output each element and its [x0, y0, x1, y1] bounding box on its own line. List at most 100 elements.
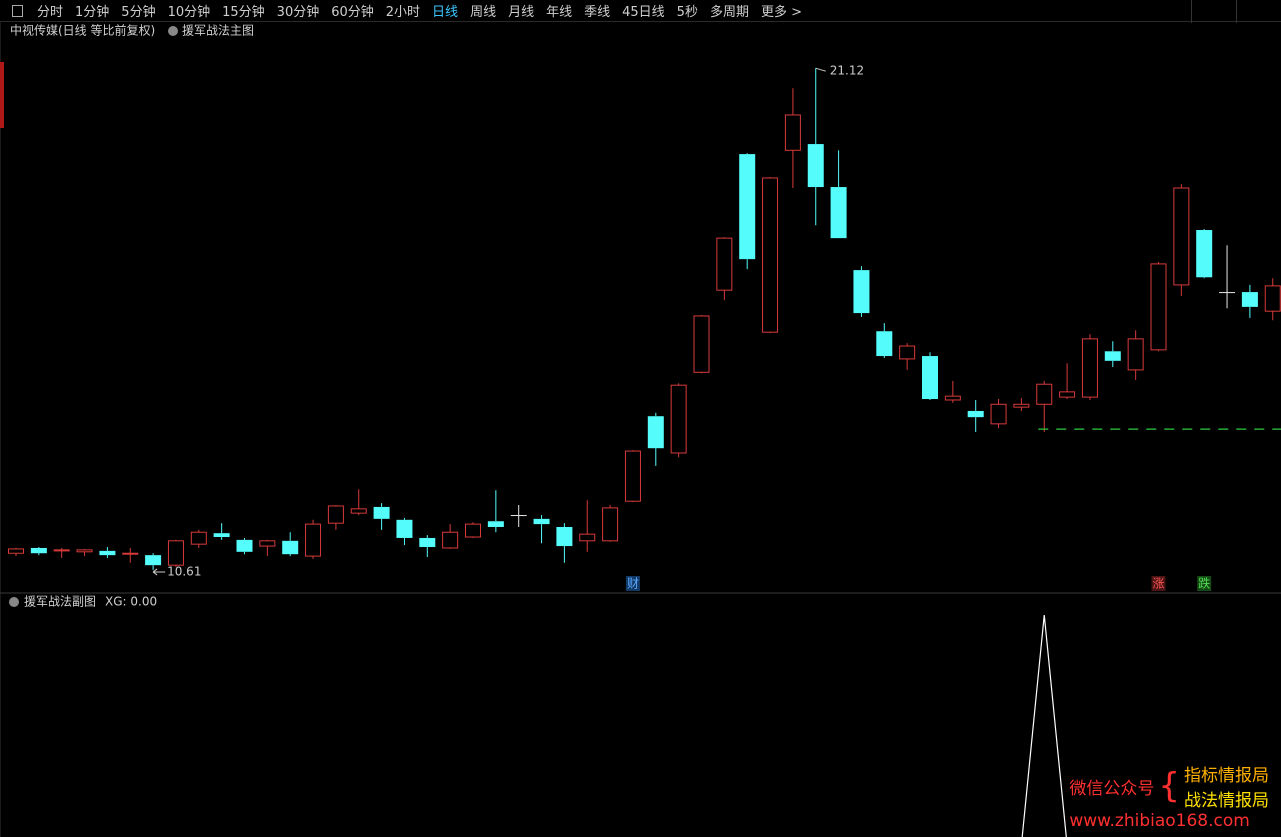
- candle-body: [487, 521, 504, 527]
- candle-body: [807, 144, 824, 188]
- wm-brace: {: [1158, 766, 1180, 806]
- candle-body: [213, 533, 230, 538]
- candle-body: [236, 539, 253, 552]
- candle-body: [53, 549, 70, 552]
- period-tab[interactable]: 分时: [37, 5, 64, 20]
- candle-body: [282, 540, 299, 555]
- candle-body: [533, 518, 550, 525]
- marker: 涨: [1152, 576, 1164, 591]
- period-tab[interactable]: 45日线: [622, 5, 665, 20]
- xg-line: [1021, 614, 1067, 837]
- marker-bg: [1197, 576, 1212, 591]
- candle-body: [830, 187, 847, 239]
- candle-body: [556, 526, 573, 547]
- candle-body: [8, 548, 24, 554]
- period-tab[interactable]: 60分钟: [331, 5, 374, 20]
- candle-body: [624, 450, 641, 502]
- candle-body: [190, 531, 207, 545]
- candle-body: [1081, 338, 1098, 398]
- period-tab[interactable]: 1分钟: [75, 5, 110, 20]
- candle-body: [419, 537, 436, 548]
- candle-body: [122, 552, 139, 555]
- candle-body: [990, 403, 1007, 425]
- candle-body: [716, 237, 733, 291]
- period-tab[interactable]: 周线: [470, 5, 497, 20]
- marker-bg: [625, 576, 640, 591]
- candle-body: [396, 519, 413, 538]
- indicator-name: 援军战法主图: [182, 24, 254, 38]
- candle-body: [30, 547, 47, 554]
- low-label: 10.61: [167, 564, 201, 578]
- toolbar: 分时 1分钟 5分钟 10分钟 15分钟 30分钟 60分钟 2小时 日线 周线 月线 年线 季线 45日…: [0, 0, 1281, 22]
- candle-body: [465, 523, 481, 538]
- chart: 中视传媒(日线 等比前复权) 援军战法主图 援军战法副图 XG: 0.00 21…: [0, 22, 1281, 837]
- candle-body: [145, 555, 162, 566]
- candle-body: [442, 531, 459, 549]
- candle-body: [647, 416, 664, 449]
- toolbar-button[interactable]: 叠加: [1235, 0, 1281, 23]
- candle-body: [510, 515, 527, 517]
- candle-body: [876, 331, 893, 357]
- marker: 财: [627, 577, 639, 591]
- chart-title: 中视传媒(日线 等比前复权): [10, 23, 155, 38]
- period-tab[interactable]: 15分钟: [222, 5, 265, 20]
- candle-body: [350, 508, 367, 514]
- candle-body: [967, 410, 984, 418]
- candle-body: [944, 395, 961, 401]
- candle-body: [670, 384, 687, 454]
- period-tab[interactable]: 2小时: [385, 5, 421, 20]
- period-tab[interactable]: 5秒: [676, 5, 698, 20]
- candle-body: [579, 533, 596, 542]
- candle-body: [1219, 292, 1236, 294]
- candle-body: [99, 550, 116, 556]
- period-tab[interactable]: 年线: [546, 5, 573, 20]
- wm-label: 微信公众号: [1069, 778, 1155, 799]
- candle-body: [762, 177, 779, 333]
- period-tab[interactable]: 多周期: [709, 5, 749, 20]
- wm-line1: 指标情报局: [1184, 766, 1269, 786]
- sub-indicator-icon: [9, 597, 19, 607]
- low-arrow: [152, 568, 166, 576]
- watermark: 微信公众号 { 指标情报局 战法情报局 www.zhibiao168.com: [1069, 761, 1269, 831]
- marker-bg: [1151, 576, 1166, 591]
- candle-body: [1127, 338, 1144, 371]
- candle-body: [1150, 263, 1167, 351]
- candle-body: [1173, 187, 1190, 286]
- candle-body: [1013, 403, 1030, 408]
- candle-body: [373, 506, 390, 519]
- sub-title: 援军战法副图: [24, 595, 96, 609]
- candle-body: [602, 507, 619, 542]
- period-tab[interactable]: 30分钟: [276, 5, 320, 20]
- high-arrow: [815, 67, 826, 72]
- period-tab[interactable]: 季线: [584, 5, 611, 20]
- candle-body: [1196, 230, 1213, 278]
- wm-line2: 战法情报局: [1184, 791, 1269, 811]
- candle-body: [167, 540, 184, 566]
- wm-url: www.zhibiao168.com: [1069, 811, 1250, 831]
- period-tab[interactable]: 10分钟: [167, 5, 211, 20]
- candle-body: [327, 505, 344, 524]
- candle-body: [922, 356, 938, 400]
- candle-body: [853, 270, 870, 314]
- candle-body: [899, 345, 916, 360]
- toolbar-button[interactable]: 复权: [1190, 0, 1236, 23]
- panel-toggle[interactable]: [12, 4, 23, 17]
- period-tab[interactable]: 5分钟: [121, 5, 156, 20]
- left-tab: [0, 62, 4, 128]
- candle-body: [1036, 383, 1053, 405]
- candle-body: [784, 114, 801, 151]
- candle-body: [1059, 391, 1076, 398]
- candle-body: [76, 549, 93, 553]
- candle-body: [259, 540, 276, 547]
- candle-body: [305, 523, 322, 557]
- marker: 跌: [1198, 576, 1210, 591]
- period-tab[interactable]: 月线: [508, 5, 535, 20]
- candle-body: [739, 154, 756, 260]
- toolbar-right: 复权 叠加: [1190, 0, 1281, 23]
- period-tab[interactable]: 日线: [432, 5, 459, 20]
- candle-body: [1241, 292, 1258, 307]
- candle-body: [1264, 285, 1281, 312]
- sub-legend: XG: 0.00: [105, 595, 157, 609]
- period-tab[interactable]: 更多 >: [760, 5, 802, 20]
- candle-body: [693, 315, 710, 373]
